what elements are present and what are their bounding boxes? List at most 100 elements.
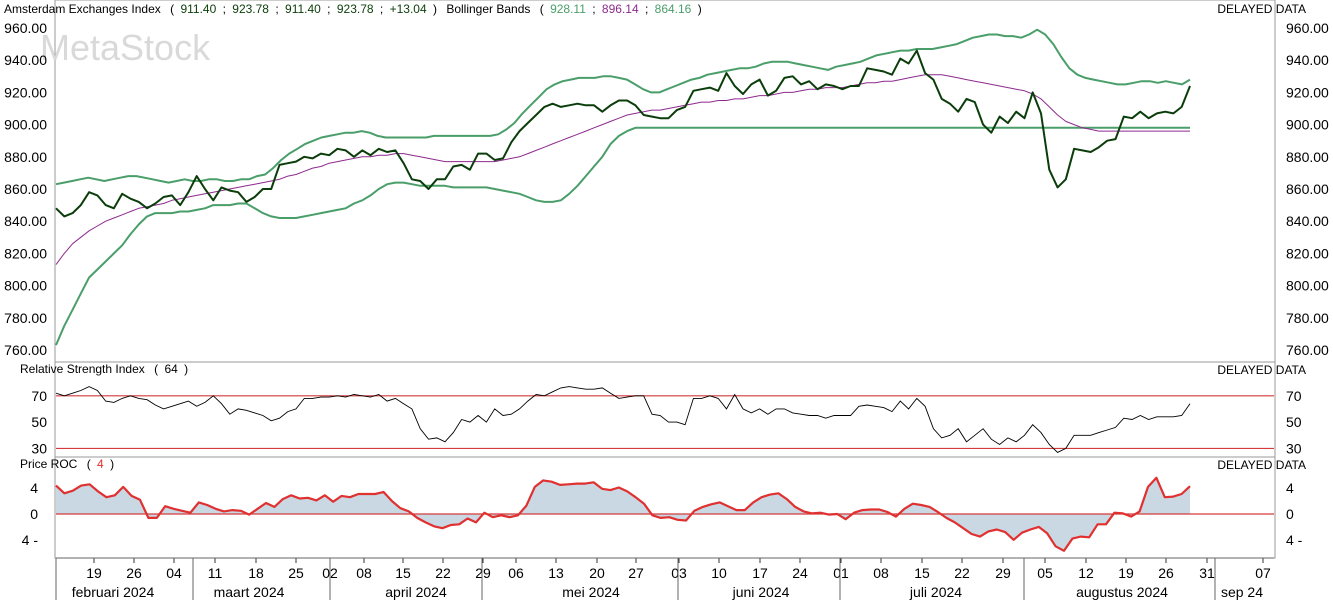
price-series [55, 28, 1191, 346]
main-ytick-right: 920.00 [1286, 84, 1329, 100]
delayed-roc: DELAYED DATA [1217, 458, 1306, 472]
x-month-label: maart 2024 [214, 584, 285, 600]
main-panel-frame [54, 0, 1276, 363]
main-ytick-left: 940.00 [4, 52, 47, 68]
rsi-name: Relative Strength Index [20, 362, 145, 376]
bb-sep-2: ; [645, 2, 648, 16]
roc-series [55, 476, 1274, 552]
rsi-ytick-left: 50 [31, 414, 47, 430]
main-ytick-right: 840.00 [1286, 213, 1329, 229]
main-ytick-left: 780.00 [4, 310, 47, 326]
rsi-open-paren: ( [154, 362, 158, 376]
x-day-label: 24 [792, 565, 808, 581]
x-day-label: 29 [475, 565, 491, 581]
x-day-label: 27 [628, 565, 644, 581]
x-month-label: sep 24 [1221, 584, 1263, 600]
main-close-value: 923.78 [337, 2, 374, 16]
roc-ytick-right: 4 [1286, 480, 1294, 496]
roc-name: Price ROC [20, 457, 78, 471]
delayed-rsi: DELAYED DATA [1217, 363, 1306, 377]
bb-close-paren: ) [698, 2, 702, 16]
rsi-y-ticks: 70 70 50 50 30 30 [31, 388, 1301, 457]
x-day-label: 12 [1078, 565, 1094, 581]
rsi-series [55, 386, 1274, 453]
main-ytick-left: 880.00 [4, 149, 47, 165]
main-high-value: 923.78 [232, 2, 269, 16]
main-low-value: 911.40 [285, 2, 321, 16]
main-ytick-right: 780.00 [1286, 310, 1329, 326]
bb-name: Bollinger Bands [446, 2, 530, 16]
rsi-line [55, 386, 1191, 453]
main-ytick-right: 800.00 [1286, 278, 1329, 294]
main-open-paren: ( [170, 2, 174, 16]
main-ytick-left: 900.00 [4, 117, 47, 133]
bb-middle-value: 896.14 [602, 2, 639, 16]
x-day-label: 15 [914, 565, 930, 581]
bb-upper-value: 928.11 [550, 2, 586, 16]
x-day-label: 19 [86, 565, 102, 581]
roc-header: Price ROC ( 4 ) [20, 457, 114, 471]
main-ytick-left: 800.00 [4, 278, 47, 294]
main-change-value: +13.04 [390, 2, 427, 16]
x-axis: 19 26 04 11 18 25 02 08 15 22 29 06 13 20 27 03 10 17 24 01… [55, 557, 1274, 600]
x-day-label: 29 [995, 565, 1011, 581]
watermark: MetaStock [40, 27, 211, 68]
roc-ytick-left: 4 - [22, 532, 39, 548]
rsi-ytick-right: 70 [1286, 388, 1302, 404]
roc-panel-frame [54, 456, 1276, 559]
main-ytick-left: 960.00 [4, 20, 47, 36]
roc-period: 4 [97, 457, 104, 471]
bb-lower-line [55, 126, 1190, 346]
rsi-panel-frame [54, 361, 1276, 458]
main-ytick-right: 940.00 [1286, 52, 1329, 68]
main-ytick-right: 820.00 [1286, 245, 1329, 261]
rsi-ytick-left: 70 [31, 388, 47, 404]
x-day-label: 01 [833, 565, 849, 581]
main-ytick-right: 880.00 [1286, 149, 1329, 165]
main-ytick-right: 760.00 [1286, 342, 1329, 358]
x-day-label: 19 [1118, 565, 1134, 581]
roc-line [55, 476, 1191, 552]
main-ytick-right: 960.00 [1286, 20, 1329, 36]
roc-close-paren: ) [110, 457, 114, 471]
price-line [55, 49, 1191, 218]
x-day-label: 08 [873, 565, 889, 581]
x-day-label: 22 [954, 565, 970, 581]
rsi-close-paren: ) [184, 362, 188, 376]
bb-middle-line [55, 74, 1190, 265]
x-month-label: augustus 2024 [1076, 584, 1168, 600]
roc-ytick-right: 0 [1286, 506, 1294, 522]
rsi-period: 64 [164, 362, 178, 376]
main-ytick-right: 900.00 [1286, 117, 1329, 133]
roc-y-ticks: 4 4 0 0 4 - 4 - [22, 480, 1303, 548]
x-day-label: 05 [1037, 565, 1053, 581]
rsi-ytick-left: 30 [31, 440, 47, 456]
main-ytick-right: 860.00 [1286, 181, 1329, 197]
main-ytick-left: 840.00 [4, 213, 47, 229]
main-sep-3: ; [327, 2, 330, 16]
main-sep-1: ; [223, 2, 226, 16]
main-ytick-left: 920.00 [4, 84, 47, 100]
main-ytick-left: 860.00 [4, 181, 47, 197]
x-day-label: 13 [548, 565, 564, 581]
x-day-label: 15 [395, 565, 411, 581]
x-day-label: 03 [671, 565, 687, 581]
x-day-label: 18 [248, 565, 264, 581]
main-sep-4: ; [380, 2, 383, 16]
x-day-label: 20 [589, 565, 605, 581]
main-ytick-left: 820.00 [4, 245, 47, 261]
x-day-label: 22 [435, 565, 451, 581]
x-month-label: mei 2024 [562, 584, 620, 600]
x-day-label: 26 [1158, 565, 1174, 581]
bb-upper-line [55, 28, 1191, 186]
x-day-label: 07 [1255, 565, 1271, 581]
main-index-name: Amsterdam Exchanges Index [4, 2, 161, 16]
x-day-label: 06 [508, 565, 524, 581]
roc-ytick-left: 4 [30, 480, 38, 496]
rsi-ytick-right: 30 [1286, 440, 1302, 456]
main-close-paren: ) [433, 2, 437, 16]
x-month-label: juni 2024 [732, 584, 790, 600]
x-day-label: 31 [1199, 565, 1215, 581]
x-day-label: 04 [166, 565, 182, 581]
